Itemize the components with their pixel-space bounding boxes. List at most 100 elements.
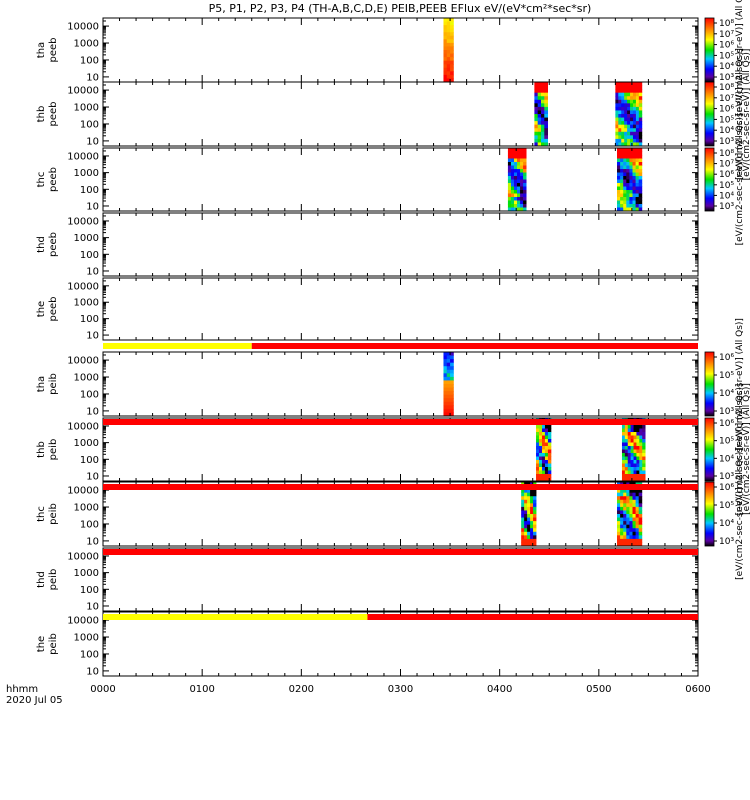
- spectrogram-cell: [627, 467, 632, 471]
- colorbar-outer-label: [eV/(cm2-sec-sr-eV)] (All Qs)]: [742, 49, 750, 181]
- spectrogram-cell: [624, 135, 628, 140]
- spectrogram-cell: [537, 124, 542, 129]
- spectrogram-cell: [629, 524, 633, 529]
- spectrogram-cell: [524, 489, 528, 494]
- spectrogram-cell: [521, 506, 525, 511]
- spectrogram-cell: [621, 106, 625, 111]
- spectrogram-cell: [626, 207, 630, 212]
- spectrogram-cell: [443, 28, 448, 33]
- spectrogram-cell: [627, 439, 632, 443]
- spectrogram-cell: [623, 183, 627, 187]
- spectrogram-cell: [636, 453, 640, 457]
- spectrogram-cell: [635, 117, 640, 122]
- spectrogram-cell: [629, 506, 633, 511]
- spectrogram-cell: [635, 492, 640, 497]
- spectrogram-cell: [629, 197, 633, 201]
- spectrogram-cell: [624, 460, 629, 464]
- spectrogram-cell: [544, 449, 549, 454]
- spectrogram-cell: [627, 460, 632, 464]
- spectrogram-cell: [507, 172, 512, 177]
- spectrogram-cell: [533, 489, 537, 494]
- spectrogram-cell: [541, 474, 546, 478]
- spectrogram-cell: [615, 135, 619, 140]
- spectrogram-cell: [530, 506, 534, 511]
- spectrogram-cell: [635, 197, 640, 201]
- spectrogram-cell: [533, 496, 537, 501]
- y-tick-label: 1000: [74, 168, 99, 179]
- spectrogram-cell: [443, 57, 448, 62]
- spectrogram-cell: [623, 528, 627, 533]
- spectrogram-cell: [623, 496, 627, 501]
- y-tick-label: 1000: [74, 39, 99, 50]
- colorbar-tick-label: 10⁸: [719, 19, 734, 29]
- panel-thb-peeb: 10 100 1000 10000 thb peeb: [36, 81, 699, 147]
- spectrogram-cell: [539, 460, 543, 464]
- y-tick-label: 10000: [67, 356, 99, 367]
- spectrogram-cell: [513, 172, 518, 177]
- spectrogram-cell: [621, 82, 625, 86]
- spectrogram-cell: [639, 463, 643, 468]
- spectrogram-cell: [523, 158, 527, 163]
- spectrogram-cell: [635, 142, 640, 147]
- spectrogram-cell: [539, 470, 543, 475]
- spectrogram-cell: [626, 492, 630, 497]
- spectrogram-cell: [620, 531, 624, 536]
- spectrogram-cell: [547, 432, 552, 436]
- spectrogram-cell: [635, 503, 640, 508]
- spectrogram-cell: [623, 517, 627, 522]
- spectrogram-cell: [521, 524, 525, 529]
- quality-status-bar: [103, 549, 698, 555]
- spectrogram-cell: [540, 85, 545, 90]
- spectrogram-cell: [615, 110, 619, 115]
- spectrogram-cell: [626, 190, 630, 194]
- spectrogram-cell: [450, 60, 454, 65]
- status-bars-group: [103, 343, 698, 620]
- y-tick-label: 10: [86, 201, 99, 212]
- spectrogram-cell: [537, 110, 542, 115]
- spectrogram-cell: [537, 82, 542, 86]
- y-tick-label: 1000: [74, 233, 99, 244]
- spectrogram-cell: [629, 531, 633, 536]
- spectrogram-cell: [638, 510, 643, 515]
- spectrogram-cell: [630, 103, 634, 108]
- spectrogram-cell: [638, 117, 643, 122]
- spectrogram-cell: [533, 531, 537, 536]
- spectrogram-cell: [626, 538, 630, 543]
- spectrogram-cell: [632, 176, 637, 180]
- spectrogram-cell: [507, 193, 512, 198]
- spectrogram-cell: [621, 142, 625, 147]
- spectrogram-cell: [627, 121, 631, 126]
- spectrogram-cell: [523, 204, 527, 208]
- spectrogram-cell: [446, 412, 451, 417]
- spectrogram-cell: [521, 514, 525, 518]
- spectrogram-cell: [635, 121, 640, 126]
- colorbar-tick-label: 10⁵: [719, 51, 734, 61]
- spectrogram-cell: [443, 405, 448, 410]
- colorbar-strip: [704, 147, 715, 212]
- spectrogram-cell: [527, 535, 531, 540]
- spectrogram-cell: [623, 200, 627, 205]
- spectrogram-cell: [533, 538, 537, 543]
- spectrogram-cell: [632, 503, 637, 508]
- spectrogram-cell: [638, 114, 643, 118]
- spectrogram-cell: [617, 521, 621, 526]
- colorbar-unit-label: [eV/(cm2-sec-sr-eV)] (All Qs)]: [735, 114, 745, 246]
- spectrogram-cell: [534, 110, 539, 115]
- spectrogram-cell: [621, 463, 626, 468]
- spectrogram-cell: [617, 517, 621, 522]
- spectrogram-cell: [626, 496, 630, 501]
- spectrogram-cell: [617, 528, 621, 533]
- panel-frame: [102, 277, 699, 341]
- spectrogram-block: [443, 352, 454, 417]
- spectrogram-cell: [632, 117, 637, 122]
- spectrogram-cell: [624, 99, 628, 104]
- colorbar-tick-label: 10⁸: [719, 149, 734, 159]
- spectrogram-cell: [537, 103, 542, 108]
- spectrogram-cell: [617, 155, 621, 159]
- spectrogram-cell: [642, 456, 646, 461]
- spectrogram-cell: [446, 362, 451, 367]
- y-tick-label: 100: [80, 389, 99, 400]
- spectrogram-cell: [623, 538, 627, 543]
- spectrogram-cell: [624, 121, 628, 126]
- spectrogram-cell: [627, 110, 631, 115]
